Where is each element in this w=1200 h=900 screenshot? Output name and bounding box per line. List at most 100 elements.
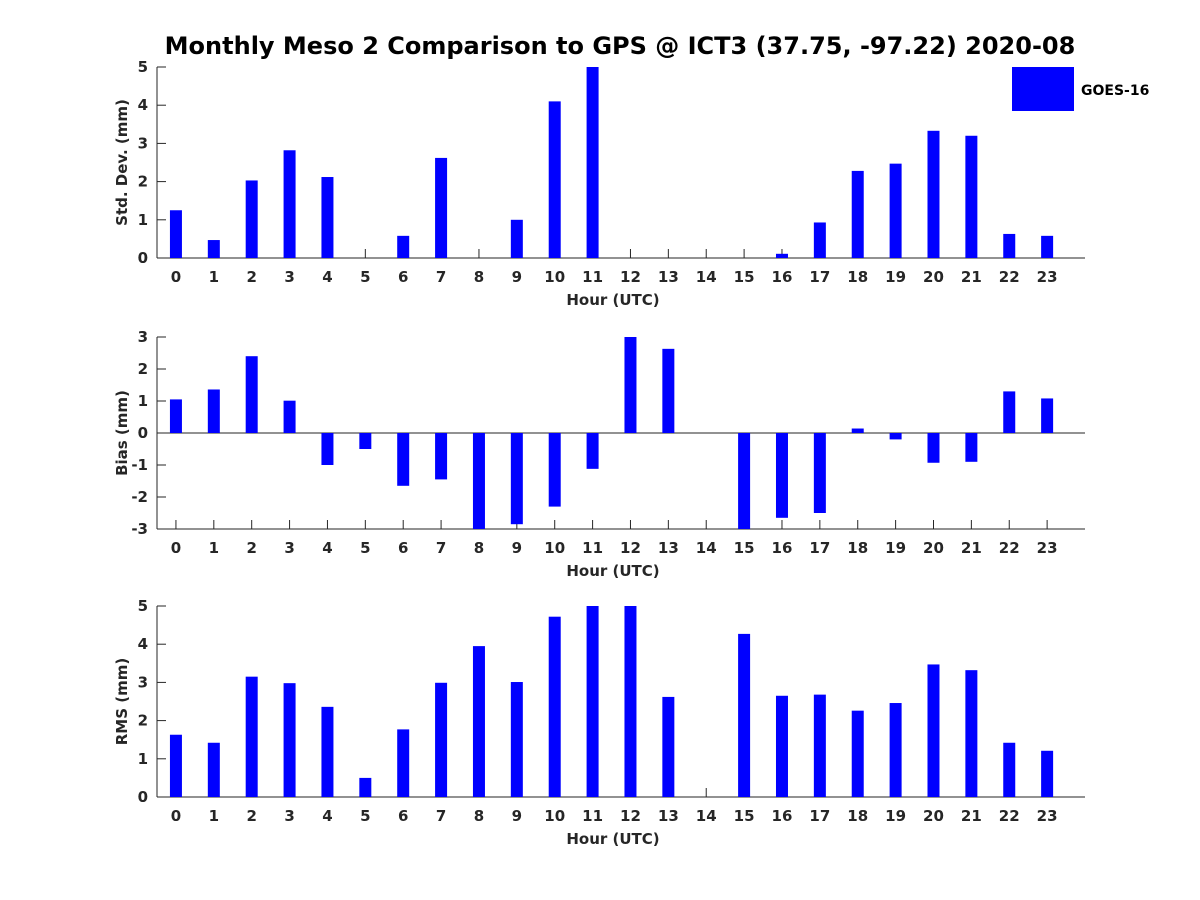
bar [775, 433, 788, 518]
bar [662, 696, 675, 797]
x-axis-label: Hour (UTC) [566, 830, 659, 848]
bar [207, 389, 220, 433]
bar [435, 433, 448, 480]
x-tick-label: 2 [246, 539, 256, 557]
x-tick-label: 5 [360, 268, 370, 286]
x-tick-label: 19 [885, 539, 906, 557]
x-tick-label: 22 [999, 539, 1020, 557]
bar [1041, 750, 1054, 797]
x-tick-label: 23 [1037, 539, 1058, 557]
bar [283, 400, 296, 433]
x-axis-label: Hour (UTC) [566, 291, 659, 309]
bar [283, 683, 296, 797]
x-tick-label: 9 [512, 539, 522, 557]
x-tick-label: 0 [171, 807, 181, 825]
bar [169, 210, 182, 258]
bar [435, 682, 448, 797]
bar [624, 606, 637, 797]
bar [245, 180, 258, 258]
x-tick-label: 13 [658, 268, 679, 286]
x-tick-label: 4 [322, 539, 332, 557]
x-tick-label: 12 [620, 539, 641, 557]
y-tick-label: 5 [138, 58, 148, 76]
bar [397, 235, 410, 258]
bar [397, 433, 410, 486]
bar [738, 433, 751, 529]
bar [586, 606, 599, 797]
x-tick-label: 11 [582, 807, 603, 825]
x-tick-label: 23 [1037, 268, 1058, 286]
bar [548, 616, 561, 797]
bar [1041, 235, 1054, 258]
x-tick-label: 20 [923, 539, 944, 557]
x-tick-label: 14 [696, 539, 717, 557]
bar [738, 633, 751, 797]
x-tick-label: 11 [582, 268, 603, 286]
bar [927, 664, 940, 797]
y-tick-label: 0 [138, 788, 148, 806]
x-tick-label: 10 [544, 807, 565, 825]
y-tick-label: 4 [138, 635, 148, 653]
x-tick-label: 5 [360, 807, 370, 825]
x-tick-label: 1 [209, 807, 219, 825]
bar [851, 428, 864, 433]
bar [1003, 742, 1016, 797]
x-tick-label: 19 [885, 268, 906, 286]
x-tick-label: 17 [809, 268, 830, 286]
bar [321, 433, 334, 465]
x-tick-label: 10 [544, 539, 565, 557]
x-tick-label: 3 [284, 807, 294, 825]
legend: GOES-16 [1012, 67, 1149, 111]
y-tick-label: 3 [138, 673, 148, 691]
y-tick-label: 2 [138, 173, 148, 191]
bar [397, 729, 410, 797]
bar [245, 356, 258, 433]
y-axis-label: Bias (mm) [113, 390, 131, 476]
x-tick-label: 23 [1037, 807, 1058, 825]
y-tick-label: 1 [138, 211, 148, 229]
figure-title: Monthly Meso 2 Comparison to GPS @ ICT3 … [165, 32, 1076, 60]
bar [359, 433, 372, 449]
bar [624, 337, 637, 433]
x-tick-label: 18 [847, 807, 868, 825]
x-tick-label: 1 [209, 268, 219, 286]
x-tick-label: 2 [246, 268, 256, 286]
y-axis-label: RMS (mm) [113, 658, 131, 745]
y-tick-label: 0 [138, 249, 148, 267]
x-tick-label: 8 [474, 539, 484, 557]
x-tick-label: 6 [398, 807, 408, 825]
x-tick-label: 9 [512, 268, 522, 286]
x-tick-label: 15 [734, 539, 755, 557]
bar [245, 676, 258, 797]
x-tick-label: 17 [809, 539, 830, 557]
bar [775, 695, 788, 797]
x-tick-label: 14 [696, 268, 717, 286]
legend-label: GOES-16 [1081, 83, 1149, 99]
bar [1041, 398, 1054, 433]
bar [813, 222, 826, 258]
bar [775, 253, 788, 258]
x-tick-label: 15 [734, 268, 755, 286]
x-tick-label: 8 [474, 268, 484, 286]
x-tick-label: 3 [284, 268, 294, 286]
x-tick-label: 15 [734, 807, 755, 825]
x-tick-label: 1 [209, 539, 219, 557]
x-tick-label: 4 [322, 807, 332, 825]
x-tick-label: 13 [658, 807, 679, 825]
y-axis-label: Std. Dev. (mm) [113, 99, 131, 226]
x-tick-label: 8 [474, 807, 484, 825]
x-tick-label: 21 [961, 268, 982, 286]
x-tick-label: 12 [620, 268, 641, 286]
x-tick-label: 10 [544, 268, 565, 286]
bar [510, 682, 523, 797]
x-tick-label: 21 [961, 807, 982, 825]
y-tick-label: -1 [131, 456, 148, 474]
y-tick-label: 1 [138, 392, 148, 410]
x-tick-label: 14 [696, 807, 717, 825]
bar [965, 670, 978, 797]
bar [435, 157, 448, 258]
